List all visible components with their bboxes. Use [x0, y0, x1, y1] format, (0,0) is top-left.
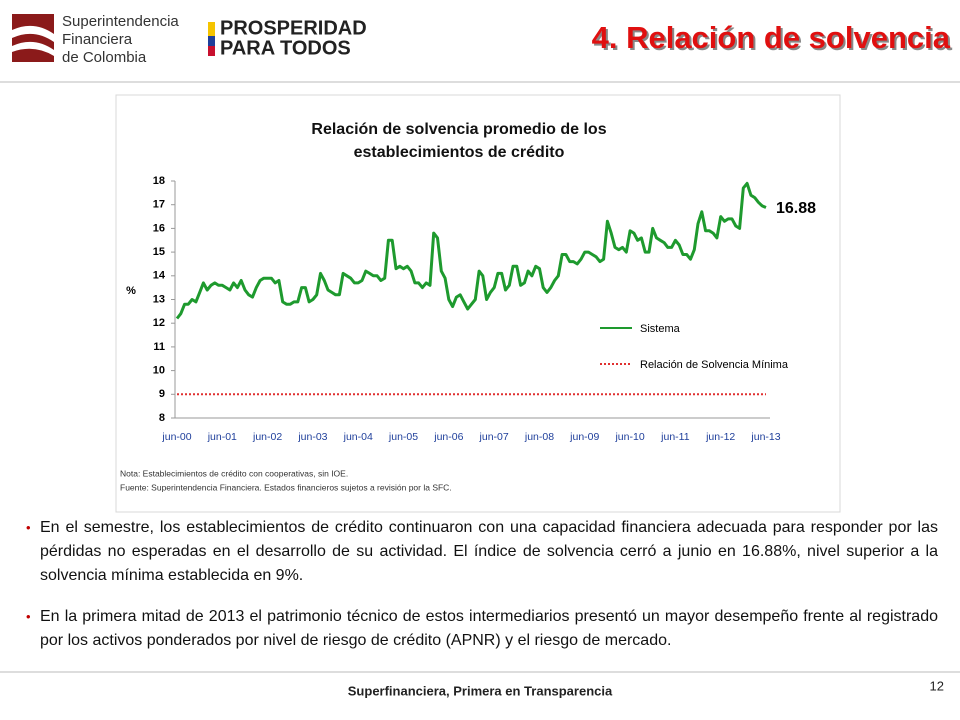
legend-label: Sistema: [640, 323, 681, 335]
x-tick-label: jun-06: [433, 431, 463, 443]
series-line: [175, 181, 767, 320]
slogan: PARA TODOS: [220, 37, 351, 59]
x-tick-label: jun-04: [343, 431, 373, 443]
logo-swoosh: [12, 41, 54, 56]
logo-text: Superintendencia: [62, 13, 179, 30]
logo-mark: [12, 14, 54, 62]
x-tick-label: jun-00: [161, 431, 191, 443]
bullet: En el semestre, los establecimientos de …: [26, 516, 938, 588]
end-label: 16.88: [776, 200, 816, 217]
footer: Superfinanciera, Primera en Transparenci…: [348, 683, 613, 698]
flag-yellow: [208, 22, 215, 36]
x-tick-label: jun-12: [705, 431, 735, 443]
y-tick-label: 9: [159, 388, 165, 400]
note: Nota: Establecimientos de crédito con co…: [120, 468, 348, 478]
y-tick-label: 17: [153, 199, 165, 211]
flag-red: [208, 46, 215, 56]
slide-title: 4. Relación de solvencia: [592, 20, 951, 55]
page-number: 12: [930, 678, 944, 693]
y-axis-label: %: [126, 285, 136, 297]
x-tick-label: jun-10: [614, 431, 644, 443]
x-tick-label: jun-09: [569, 431, 599, 443]
x-tick-label: jun-02: [252, 431, 282, 443]
chart-title: Relación de solvencia promedio de los: [311, 121, 606, 138]
flag-blue: [208, 36, 215, 46]
logo-swoosh: [12, 25, 54, 42]
y-tick-label: 15: [153, 246, 165, 258]
title-shadow: 4. Relación de solvencia: [594, 22, 953, 57]
chart-frame: [115, 94, 841, 513]
x-tick-label: jun-11: [660, 431, 690, 443]
x-tick-label: jun-13: [750, 431, 780, 443]
y-tick-label: 14: [153, 270, 166, 282]
slogan: PROSPERIDAD: [220, 17, 367, 39]
x-tick-label: jun-05: [388, 431, 418, 443]
x-tick-label: jun-08: [524, 431, 554, 443]
x-tick-label: jun-01: [207, 431, 237, 443]
y-tick-label: 11: [153, 341, 165, 353]
note: Fuente: Superintendencia Financiera. Est…: [120, 482, 452, 492]
chart-title: establecimientos de crédito: [354, 144, 565, 161]
bullet: En la primera mitad de 2013 el patrimoni…: [26, 605, 938, 653]
y-tick-label: 12: [153, 317, 165, 329]
logo-text: Financiera: [62, 31, 133, 48]
legend-label: Relación de Solvencia Mínima: [640, 359, 789, 371]
y-tick-label: 8: [159, 412, 165, 424]
x-tick-label: jun-07: [479, 431, 509, 443]
logo-text: de Colombia: [62, 49, 147, 66]
y-tick-label: 10: [153, 365, 165, 377]
y-tick-label: 16: [153, 222, 165, 234]
y-tick-label: 18: [153, 175, 165, 187]
y-tick-label: 13: [153, 293, 165, 305]
x-tick-label: jun-03: [297, 431, 327, 443]
